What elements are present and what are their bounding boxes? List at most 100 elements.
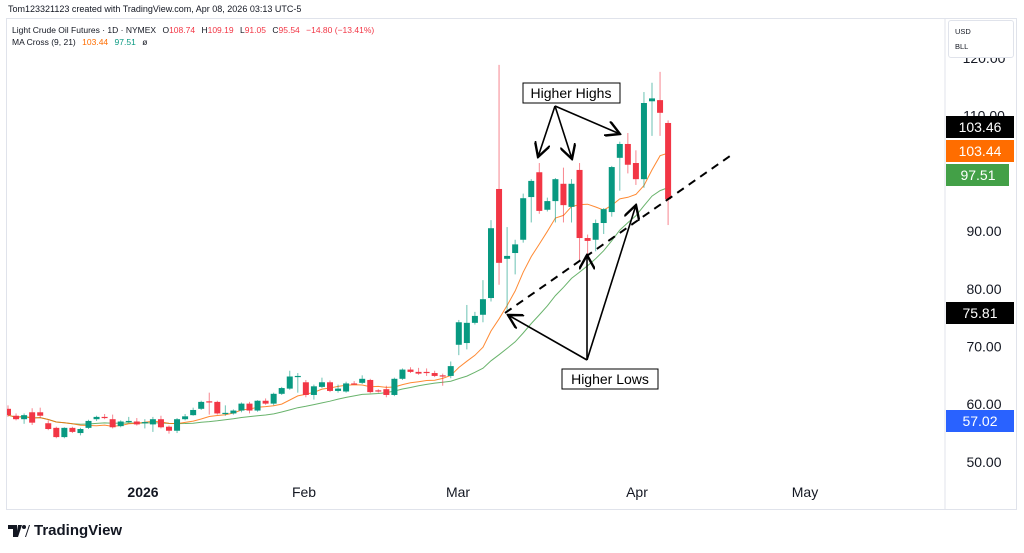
candle[interactable] — [133, 418, 140, 426]
candle[interactable] — [359, 375, 366, 385]
candle[interactable] — [439, 373, 446, 386]
candle[interactable] — [423, 368, 430, 376]
candle[interactable] — [584, 234, 591, 258]
candle[interactable] — [93, 415, 100, 421]
candle[interactable] — [488, 220, 494, 302]
trendline[interactable] — [504, 155, 731, 314]
candle[interactable] — [310, 384, 317, 400]
candle[interactable] — [657, 71, 664, 136]
candle[interactable] — [367, 378, 374, 394]
candle[interactable] — [391, 377, 398, 397]
candle[interactable] — [544, 197, 551, 212]
candle[interactable] — [415, 367, 422, 375]
candle[interactable] — [222, 405, 229, 416]
candle[interactable] — [399, 368, 406, 380]
candle[interactable] — [616, 141, 623, 191]
indicator-name[interactable]: MA Cross (9, 21) — [12, 37, 76, 47]
candle[interactable] — [504, 227, 511, 312]
candle[interactable] — [568, 179, 575, 223]
candle[interactable] — [463, 304, 470, 350]
candle[interactable] — [182, 414, 189, 421]
candle[interactable] — [61, 427, 68, 439]
currency[interactable]: USD — [955, 27, 971, 36]
candle[interactable] — [278, 386, 285, 395]
tradingview-logo[interactable]: TradingView — [8, 522, 122, 539]
candle-body — [37, 412, 44, 416]
candle[interactable] — [343, 381, 350, 393]
candle[interactable] — [665, 120, 672, 226]
candle[interactable] — [302, 379, 309, 398]
candle[interactable] — [447, 361, 454, 379]
candle[interactable] — [270, 392, 277, 406]
candle[interactable] — [471, 311, 478, 325]
candle[interactable] — [117, 420, 124, 428]
candle-body — [53, 427, 60, 438]
candle[interactable] — [157, 415, 164, 429]
candle[interactable] — [407, 367, 414, 374]
candle[interactable] — [640, 92, 647, 188]
candle[interactable] — [190, 407, 197, 416]
candle[interactable] — [230, 409, 237, 415]
candle[interactable] — [632, 150, 639, 185]
candle[interactable] — [335, 384, 342, 393]
candle[interactable] — [13, 413, 20, 421]
candle[interactable] — [576, 163, 583, 260]
candle[interactable] — [101, 414, 108, 420]
candle[interactable] — [528, 179, 535, 223]
candle-body — [262, 400, 269, 404]
candle[interactable] — [318, 377, 325, 389]
candle[interactable] — [214, 400, 221, 415]
candle[interactable] — [246, 401, 253, 414]
candle[interactable] — [29, 408, 36, 425]
candle[interactable] — [77, 427, 84, 436]
indicator-row[interactable]: MA Cross (9, 21) 103.44 97.51 ø — [12, 36, 378, 48]
candle[interactable] — [141, 419, 148, 429]
candle[interactable] — [238, 402, 245, 413]
unit[interactable]: BLL — [955, 42, 969, 51]
candle[interactable] — [608, 165, 615, 217]
candle[interactable] — [552, 178, 559, 223]
symbol-name[interactable]: Light Crude Oil Futures · 1D · NYMEX — [12, 25, 157, 35]
candle[interactable] — [125, 416, 132, 423]
candle[interactable] — [383, 385, 390, 398]
candle[interactable] — [69, 426, 76, 434]
candle[interactable] — [45, 420, 52, 431]
candle[interactable] — [624, 133, 631, 174]
candle[interactable] — [560, 167, 567, 223]
candle[interactable] — [512, 239, 519, 275]
candle[interactable] — [286, 370, 293, 390]
candle[interactable] — [455, 319, 462, 356]
open-value: 108.74 — [169, 25, 196, 35]
candle[interactable] — [206, 392, 213, 415]
currency-unit-box[interactable]: USD BLL — [948, 20, 1014, 58]
candle[interactable] — [5, 405, 11, 417]
candle[interactable] — [375, 389, 382, 393]
symbol-row[interactable]: Light Crude Oil Futures · 1D · NYMEX O10… — [12, 24, 378, 36]
candle[interactable] — [21, 413, 28, 424]
candle[interactable] — [649, 82, 655, 136]
candle-body — [665, 122, 672, 200]
candle[interactable] — [174, 418, 181, 434]
candle[interactable] — [85, 419, 92, 430]
time-axis[interactable]: 2026 Feb Mar Apr May — [127, 484, 818, 500]
candle[interactable] — [294, 373, 301, 393]
candle[interactable] — [262, 398, 269, 405]
candle[interactable] — [149, 416, 156, 432]
candle[interactable] — [600, 208, 607, 234]
candle[interactable] — [496, 64, 503, 285]
candle[interactable] — [109, 414, 116, 429]
candle[interactable] — [254, 400, 261, 412]
candle[interactable] — [166, 425, 172, 434]
candle[interactable] — [536, 163, 543, 214]
candle[interactable] — [479, 280, 486, 323]
candle[interactable] — [351, 381, 358, 385]
candle[interactable] — [198, 400, 205, 410]
candle[interactable] — [592, 219, 599, 252]
candle[interactable] — [37, 407, 44, 419]
candle[interactable] — [431, 370, 438, 378]
candle[interactable] — [520, 193, 527, 243]
candle[interactable] — [327, 380, 333, 393]
candle[interactable] — [53, 426, 60, 439]
